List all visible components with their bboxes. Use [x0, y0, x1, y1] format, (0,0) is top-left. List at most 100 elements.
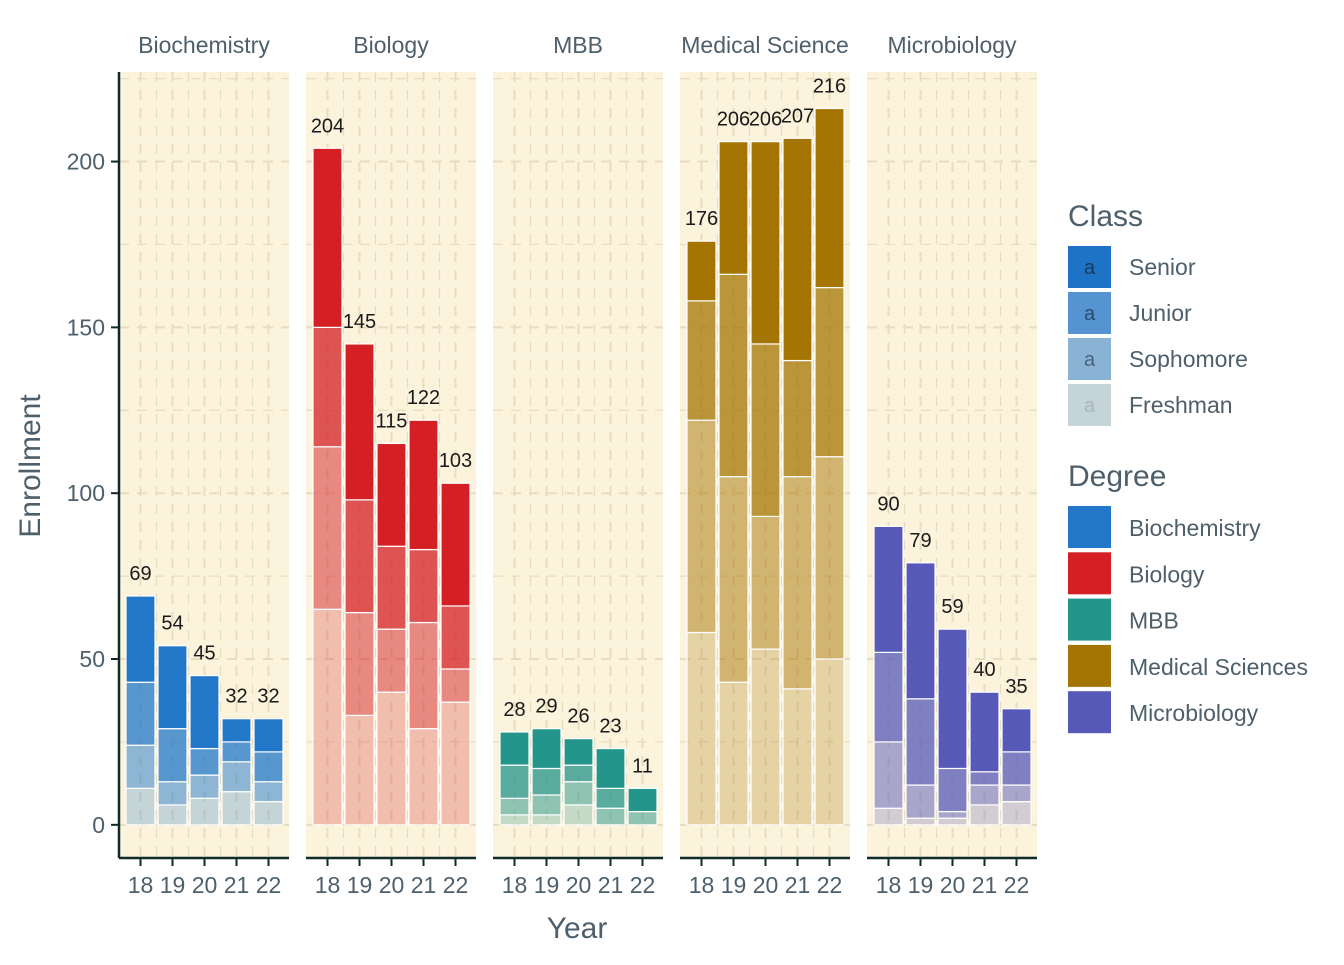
x-tick-label: 21 [598, 872, 624, 898]
bar-total-label: 145 [343, 311, 376, 333]
bar-total-label: 11 [632, 755, 653, 777]
legend-label: Medical Sciences [1129, 654, 1308, 680]
x-tick-label: 20 [940, 872, 966, 898]
legend-label: Sophomore [1129, 346, 1248, 372]
bar-segment [344, 343, 375, 501]
legend-key-letter: a [1084, 349, 1096, 371]
bar-segment [937, 767, 968, 813]
bar-total-label: 122 [407, 387, 440, 409]
bars [125, 595, 284, 826]
legend-key-swatch [1068, 691, 1111, 734]
bar-total-label: 176 [685, 208, 718, 230]
bar-segment [937, 810, 968, 819]
bar-segment [595, 747, 626, 789]
bar-segment [344, 714, 375, 826]
bar-segment [189, 774, 220, 799]
bar-segment [499, 814, 530, 826]
x-tick-label: 18 [689, 872, 715, 898]
legend-key-letter: a [1084, 395, 1096, 417]
bar-segment [189, 797, 220, 826]
bar-segment [782, 688, 813, 826]
bar-segment [905, 784, 936, 819]
bar-segment [750, 648, 781, 826]
bar-segment [1001, 751, 1032, 786]
x-tick-label: 20 [566, 872, 592, 898]
bar-total-label: 54 [161, 613, 183, 635]
legend-label: Freshman [1129, 392, 1233, 418]
bar-segment [376, 691, 407, 826]
x-tick-label: 19 [347, 872, 373, 898]
bar-segment [408, 419, 439, 551]
legend-label: Senior [1129, 254, 1196, 280]
bar-segment [344, 499, 375, 614]
legend-label: Biology [1129, 561, 1205, 587]
bar-segment [905, 562, 936, 700]
bar-segment [873, 741, 904, 809]
bar-segment [814, 107, 845, 289]
bar-segment [814, 658, 845, 826]
bar-total-label: 35 [1005, 676, 1027, 698]
bar-total-label: 206 [749, 109, 782, 131]
bar-segment [440, 668, 471, 703]
bar-segment [969, 804, 1000, 826]
x-tick-label: 22 [443, 872, 469, 898]
bar-segment [814, 456, 845, 660]
bar-segment [253, 801, 284, 826]
legends: Class a Senior a Junior a Sophomore a Freshman De… [1068, 200, 1308, 734]
bar-total-label: 90 [877, 493, 899, 515]
facet-mbb: 28 29 26 23 11 MBB [493, 32, 663, 858]
bar-segment [125, 595, 156, 683]
legend-key-swatch [1068, 338, 1111, 380]
legend-key-swatch [1068, 246, 1111, 288]
bar-segment [1001, 708, 1032, 753]
bar-segment [499, 797, 530, 816]
bar-segment [221, 761, 252, 793]
bar-segment [905, 817, 936, 826]
bar-total-label: 206 [717, 109, 750, 131]
bar-segment [499, 731, 530, 766]
bar-total-label: 79 [909, 530, 931, 552]
bar-segment [595, 807, 626, 826]
legend-class: Class a Senior a Junior a Sophomore a Freshman [1068, 200, 1248, 426]
bar-segment [969, 771, 1000, 786]
x-axis-title: Year [547, 912, 608, 945]
legend-key-swatch [1068, 552, 1111, 595]
x-tick-label: 19 [534, 872, 560, 898]
bar-segment [1001, 784, 1032, 803]
x-tick-label: 19 [908, 872, 934, 898]
legend-key-letter: a [1084, 257, 1096, 279]
bar-segment [440, 482, 471, 607]
bar-segment [686, 419, 717, 634]
bar-segment [125, 681, 156, 746]
bar-total-label: 28 [503, 699, 525, 721]
bars [873, 525, 1032, 826]
bar-segment [312, 326, 343, 448]
bar-segment [969, 691, 1000, 773]
x-tick-label: 22 [630, 872, 656, 898]
bar-segment [376, 545, 407, 630]
y-tick-label: 200 [67, 149, 105, 175]
x-tick-label: 20 [753, 872, 779, 898]
x-tick-label: 21 [785, 872, 811, 898]
bar-segment [782, 476, 813, 690]
bar-total-label: 23 [599, 716, 621, 738]
bar-segment [253, 781, 284, 803]
x-tick-label: 22 [817, 872, 843, 898]
bar-segment [312, 608, 343, 826]
bar-segment [873, 651, 904, 743]
y-axis-title: Enrollment [14, 394, 47, 538]
legend-key-swatch [1068, 384, 1111, 426]
legend-label: MBB [1129, 608, 1179, 634]
legend-key-letter: a [1084, 303, 1096, 325]
bar-segment [344, 611, 375, 716]
bar-segment [718, 141, 749, 275]
bar-segment [686, 240, 717, 302]
bar-total-label: 204 [311, 115, 344, 137]
x-tick-label: 22 [256, 872, 282, 898]
bar-segment [563, 781, 594, 806]
bars [686, 107, 845, 826]
y-tick-label: 150 [67, 314, 105, 340]
facet-label: MBB [553, 32, 603, 58]
